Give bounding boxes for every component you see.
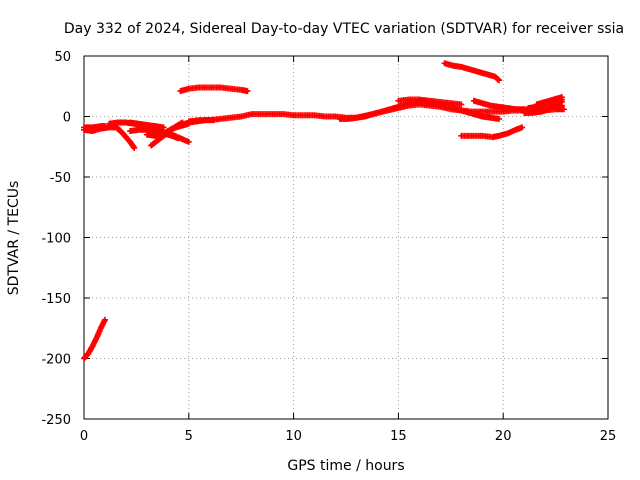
series-track-l (177, 84, 251, 95)
data-point (496, 115, 503, 122)
x-tick-label: 10 (285, 429, 302, 444)
data-point (244, 88, 251, 95)
data-point (496, 77, 503, 84)
x-axis-label: GPS time / hours (287, 458, 404, 474)
data-point (185, 138, 192, 145)
chart-title: Day 332 of 2024, Sidereal Day-to-day VTE… (64, 21, 624, 37)
y-tick-label: -200 (41, 353, 71, 368)
series-track-c (81, 123, 108, 131)
series-track-a (81, 316, 108, 362)
series-track-j (127, 119, 167, 131)
y-tick-label: -250 (41, 413, 71, 428)
data-point (175, 135, 182, 142)
y-tick-label: -100 (41, 232, 71, 247)
series-track-e (114, 125, 138, 151)
data-point (101, 123, 108, 130)
y-tick-label: -50 (50, 171, 71, 186)
tick-layer: 0 5 10 15 20 25 50 0 -50 -100 -150 -200 -250 (41, 50, 616, 444)
x-tick-label: 20 (495, 429, 512, 444)
x-tick-label: 15 (390, 429, 407, 444)
series-track-p (441, 60, 503, 84)
y-tick-label: 50 (54, 50, 71, 65)
data-layer (81, 60, 567, 362)
series-track-u (533, 94, 565, 108)
data-point (519, 124, 526, 131)
x-tick-label: 25 (600, 429, 617, 444)
data-point (131, 144, 138, 151)
x-tick-label: 5 (185, 429, 193, 444)
data-point (560, 106, 567, 113)
y-axis-label: SDTVAR / TECUs (6, 181, 22, 296)
data-point (458, 101, 465, 108)
data-point (160, 124, 167, 131)
y-tick-label: -150 (41, 292, 71, 307)
y-tick-label: 0 (63, 111, 71, 126)
x-tick-label: 0 (80, 429, 88, 444)
data-point (101, 316, 108, 323)
series-track-r (458, 124, 526, 141)
data-point (558, 94, 565, 101)
series-track-o (395, 96, 465, 108)
